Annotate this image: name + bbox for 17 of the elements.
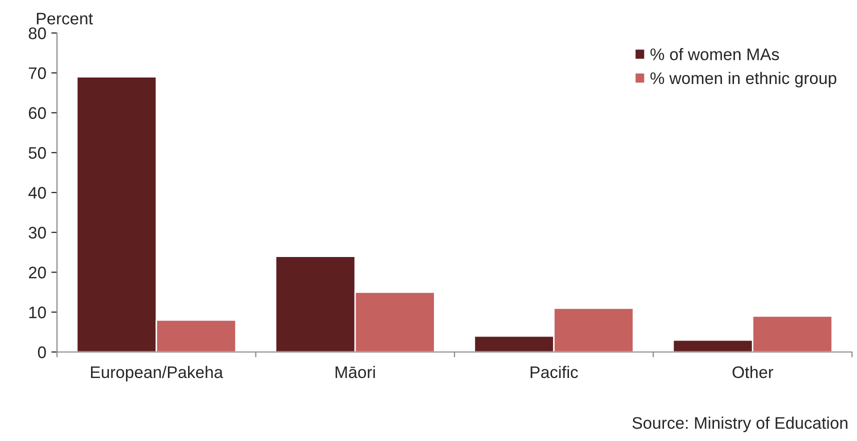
y-tick-label: 30 bbox=[28, 226, 46, 239]
legend-label: % of women MAs bbox=[650, 48, 779, 60]
y-tick-label: 70 bbox=[28, 67, 46, 80]
y-tick-label: 50 bbox=[28, 147, 46, 159]
y-tick-label: 20 bbox=[28, 266, 46, 278]
x-tick-label: Other bbox=[732, 366, 774, 378]
y-axis-title: Percent bbox=[36, 12, 93, 24]
y-tick-label: 80 bbox=[28, 27, 46, 40]
source-note: Source: Ministry of Education bbox=[632, 416, 848, 432]
y-tick-label: 40 bbox=[28, 186, 46, 199]
legend-label: % women in ethnic group bbox=[650, 72, 836, 88]
y-tick-label: 0 bbox=[38, 346, 46, 358]
x-tick-label: European/Pakeha bbox=[91, 366, 224, 382]
x-tick-label: Pacific bbox=[530, 366, 578, 378]
x-tick-label: Māori bbox=[336, 366, 375, 378]
y-tick-label: 10 bbox=[29, 306, 46, 318]
y-tick-label: 60 bbox=[28, 107, 46, 119]
